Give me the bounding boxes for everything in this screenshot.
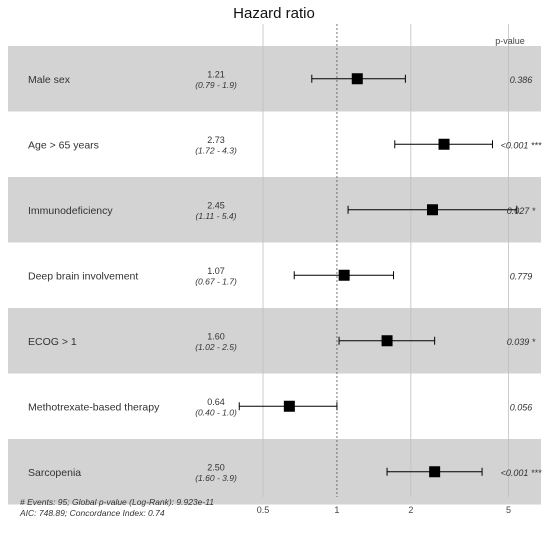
chart-title: Hazard ratio (233, 5, 315, 22)
hr-marker (283, 400, 295, 412)
row-band (8, 46, 541, 112)
ci-value: (0.67 - 1.7) (195, 276, 237, 286)
tick-label: 2 (408, 505, 413, 515)
hr-marker (338, 269, 350, 281)
hr-value: 2.50 (207, 462, 225, 472)
variable-label: Sarcopenia (28, 467, 81, 479)
variable-label: Age > 65 years (28, 139, 99, 151)
table-row: Age > 65 years 2.73(1.72 - 4.3) <0.001 *** (28, 135, 542, 156)
row-band (8, 308, 541, 374)
table-row: ECOG > 1 1.60(1.02 - 2.5) 0.039 * (28, 331, 536, 352)
hr-marker (429, 466, 441, 478)
tick-label: 5 (506, 505, 511, 515)
table-row: Immunodeficiency 2.45(1.11 - 5.4) 0.027 * (28, 200, 536, 221)
p-value: <0.001 *** (501, 140, 542, 150)
variable-label: Methotrexate-based therapy (28, 401, 160, 413)
p-value: <0.001 *** (501, 468, 542, 478)
table-row: Sarcopenia 2.50(1.60 - 3.9) <0.001 *** (28, 462, 542, 483)
x-axis-ticks: 0.5 1 2 5 (257, 505, 511, 515)
ci-value: (1.60 - 3.9) (195, 473, 237, 483)
hr-value: 1.07 (207, 266, 225, 276)
hr-value: 2.73 (207, 135, 225, 145)
variable-label: Deep brain involvement (28, 270, 138, 282)
ci-value: (1.72 - 4.3) (195, 145, 237, 155)
pvalue-header: p-value (495, 36, 525, 46)
p-value: 0.027 * (507, 206, 536, 216)
tick-label: 1 (334, 505, 339, 515)
footer-line: AIC: 748.89; Concordance Index: 0.74 (19, 508, 165, 518)
footer-line: # Events: 95; Global p-value (Log-Rank):… (20, 497, 214, 507)
hr-marker (426, 204, 438, 216)
ci-value: (1.11 - 5.4) (196, 211, 237, 221)
variable-label: ECOG > 1 (28, 336, 77, 348)
tick-label: 0.5 (257, 505, 270, 515)
data-rows: Male sex 1.21(0.79 - 1.9) 0.386 Age > 65 ye… (28, 69, 542, 483)
hr-marker (381, 335, 393, 347)
p-value: 0.056 (510, 402, 533, 412)
table-row: Deep brain involvement 1.07(0.67 - 1.7) 0.… (28, 266, 532, 287)
ci-value: (0.79 - 1.9) (195, 80, 237, 90)
table-row: Male sex 1.21(0.79 - 1.9) 0.386 (28, 69, 532, 90)
hr-marker (438, 138, 450, 150)
ci-value: (0.40 - 1.0) (195, 407, 237, 417)
hr-marker (351, 73, 363, 85)
ci-value: (1.02 - 2.5) (195, 342, 237, 352)
hr-value: 2.45 (207, 200, 225, 210)
p-value: 0.779 (510, 271, 533, 281)
footer-notes: # Events: 95; Global p-value (Log-Rank):… (19, 497, 214, 518)
variable-label: Immunodeficiency (28, 205, 113, 217)
table-row: Methotrexate-based therapy 0.64(0.40 - 1.… (28, 397, 532, 418)
hr-value: 1.21 (207, 69, 225, 79)
variable-label: Male sex (28, 74, 71, 86)
p-value: 0.039 * (507, 337, 536, 347)
p-value: 0.386 (510, 75, 533, 85)
hr-value: 0.64 (207, 397, 225, 407)
hr-value: 1.60 (207, 331, 225, 341)
gridlines (262, 24, 509, 497)
